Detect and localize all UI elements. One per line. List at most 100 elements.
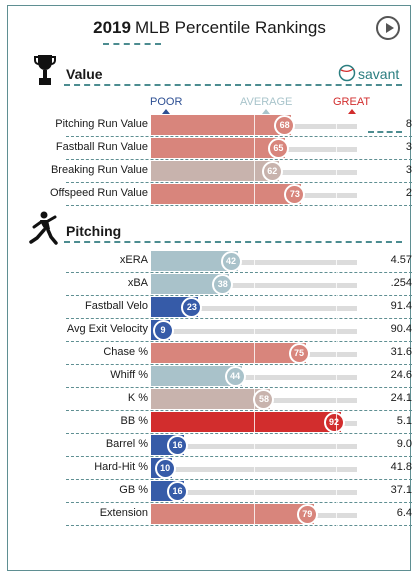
percentile-badge: 42 (220, 251, 242, 272)
row-divider (66, 318, 412, 319)
section-divider-value (64, 84, 402, 86)
metric-row-xera[interactable]: xERA 42 4.57 (0, 250, 419, 273)
metric-value: 6.4 (396, 507, 412, 519)
percentile-bar (151, 504, 314, 524)
metric-row-gb[interactable]: GB % 16 37.1 (0, 480, 419, 503)
row-divider (66, 502, 412, 503)
metric-label: Chase % (103, 346, 148, 358)
percentile-bar (151, 161, 279, 181)
baseball-icon (338, 64, 356, 82)
metric-value: 24.1 (390, 392, 412, 404)
percentile-bar (151, 184, 302, 204)
percentile-bar (151, 343, 306, 363)
metric-row-fastball-velo[interactable]: Fastball Velo 23 91.4 (0, 296, 419, 319)
metric-value: 91.4 (390, 300, 412, 312)
metric-value: 31.6 (390, 346, 412, 358)
section-title-value: Value (66, 66, 103, 82)
metric-value: 5.1 (396, 415, 412, 427)
metric-label: Fastball Run Value (55, 141, 148, 153)
row-divider (66, 295, 412, 296)
metric-value: 2 (405, 187, 412, 199)
brand-name: savant (358, 66, 400, 82)
row-divider (66, 410, 412, 411)
metric-label: Extension (99, 507, 148, 519)
percentile-badge: 9 (152, 320, 174, 341)
title-text: MLB Percentile Rankings (134, 18, 326, 37)
metric-label: xBA (127, 277, 148, 289)
row-divider (66, 387, 412, 388)
row-divider (66, 479, 412, 480)
percentile-badge: 73 (284, 184, 306, 205)
metric-label: Pitching Run Value (55, 118, 148, 130)
metric-row-avg-exit-velocity[interactable]: Avg Exit Velocity 9 90.4 (0, 319, 419, 342)
percentile-bar (151, 274, 230, 294)
card (7, 5, 411, 571)
percentile-bar (151, 389, 271, 409)
pitcher-icon (29, 211, 58, 245)
metric-value: 4.57 (390, 254, 412, 266)
play-button[interactable] (376, 16, 400, 40)
percentile-badge: 62 (261, 161, 283, 182)
metric-row-xba[interactable]: xBA 38 .254 (0, 273, 419, 296)
title-underline (103, 43, 161, 45)
section-accent-dash (368, 131, 402, 133)
percentile-badge: 23 (181, 297, 203, 318)
percentile-bar (151, 251, 238, 271)
percentile-badge: 79 (296, 504, 318, 525)
percentile-badge: 38 (212, 274, 234, 295)
metric-label: GB % (119, 484, 148, 496)
metric-label: Breaking Run Value (50, 164, 148, 176)
metric-value: .254 (390, 277, 412, 289)
metric-label: Offspeed Run Value (49, 187, 148, 199)
metric-value: 8 (405, 118, 412, 130)
row-divider (66, 159, 412, 160)
scale-label-average: AVERAGE (240, 96, 292, 114)
section-divider-pitching (64, 241, 402, 243)
row-divider (66, 456, 412, 457)
percentile-badge: 16 (166, 435, 188, 456)
metric-row-bb[interactable]: BB % 92 5.1 (0, 411, 419, 434)
row-divider (66, 136, 412, 137)
metric-label: K % (127, 392, 148, 404)
metric-label: BB % (120, 415, 148, 427)
percentile-badge: 58 (253, 389, 275, 410)
row-divider (66, 525, 412, 526)
row-divider (66, 433, 412, 434)
percentile-track (151, 329, 357, 334)
metric-row-pitching-run-value[interactable]: Pitching Run Value 68 8 (0, 114, 419, 137)
metric-row-chase[interactable]: Chase % 75 31.6 (0, 342, 419, 365)
metric-row-fastball-run-value[interactable]: Fastball Run Value 65 3 (0, 137, 419, 160)
metric-label: Avg Exit Velocity (66, 323, 148, 335)
trophy-icon (34, 55, 56, 85)
metric-row-hard-hit[interactable]: Hard-Hit % 10 41.8 (0, 457, 419, 480)
row-divider (66, 182, 412, 183)
row-divider (66, 364, 412, 365)
page-title: 2019 MLB Percentile Rankings (0, 18, 419, 38)
metric-label: Whiff % (110, 369, 148, 381)
metric-label: xERA (119, 254, 148, 266)
metric-row-k[interactable]: K % 58 24.1 (0, 388, 419, 411)
percentile-bar (151, 115, 292, 135)
metric-value: 3 (405, 164, 412, 176)
section-title-pitching: Pitching (66, 223, 122, 239)
scale-label-great: GREAT (333, 96, 370, 114)
row-divider (66, 272, 412, 273)
row-divider (66, 341, 412, 342)
metric-row-offspeed-run-value[interactable]: Offspeed Run Value 73 2 (0, 183, 419, 206)
percentile-badge: 65 (267, 138, 289, 159)
metric-label: Fastball Velo (85, 300, 148, 312)
metric-label: Hard-Hit % (94, 461, 148, 473)
percentile-badge: 44 (224, 366, 246, 387)
metric-row-whiff[interactable]: Whiff % 44 24.6 (0, 365, 419, 388)
metric-value: 24.6 (390, 369, 412, 381)
title-year: 2019 (93, 18, 131, 37)
metric-label: Barrel % (105, 438, 148, 450)
percentile-badge: 68 (274, 115, 296, 136)
percentile-badge: 92 (323, 412, 345, 433)
metric-row-extension[interactable]: Extension 79 6.4 (0, 503, 419, 526)
percentile-bar (151, 366, 242, 386)
metric-value: 41.8 (390, 461, 412, 473)
metric-row-breaking-run-value[interactable]: Breaking Run Value 62 3 (0, 160, 419, 183)
percentile-badge: 16 (166, 481, 188, 502)
metric-row-barrel[interactable]: Barrel % 16 9.0 (0, 434, 419, 457)
